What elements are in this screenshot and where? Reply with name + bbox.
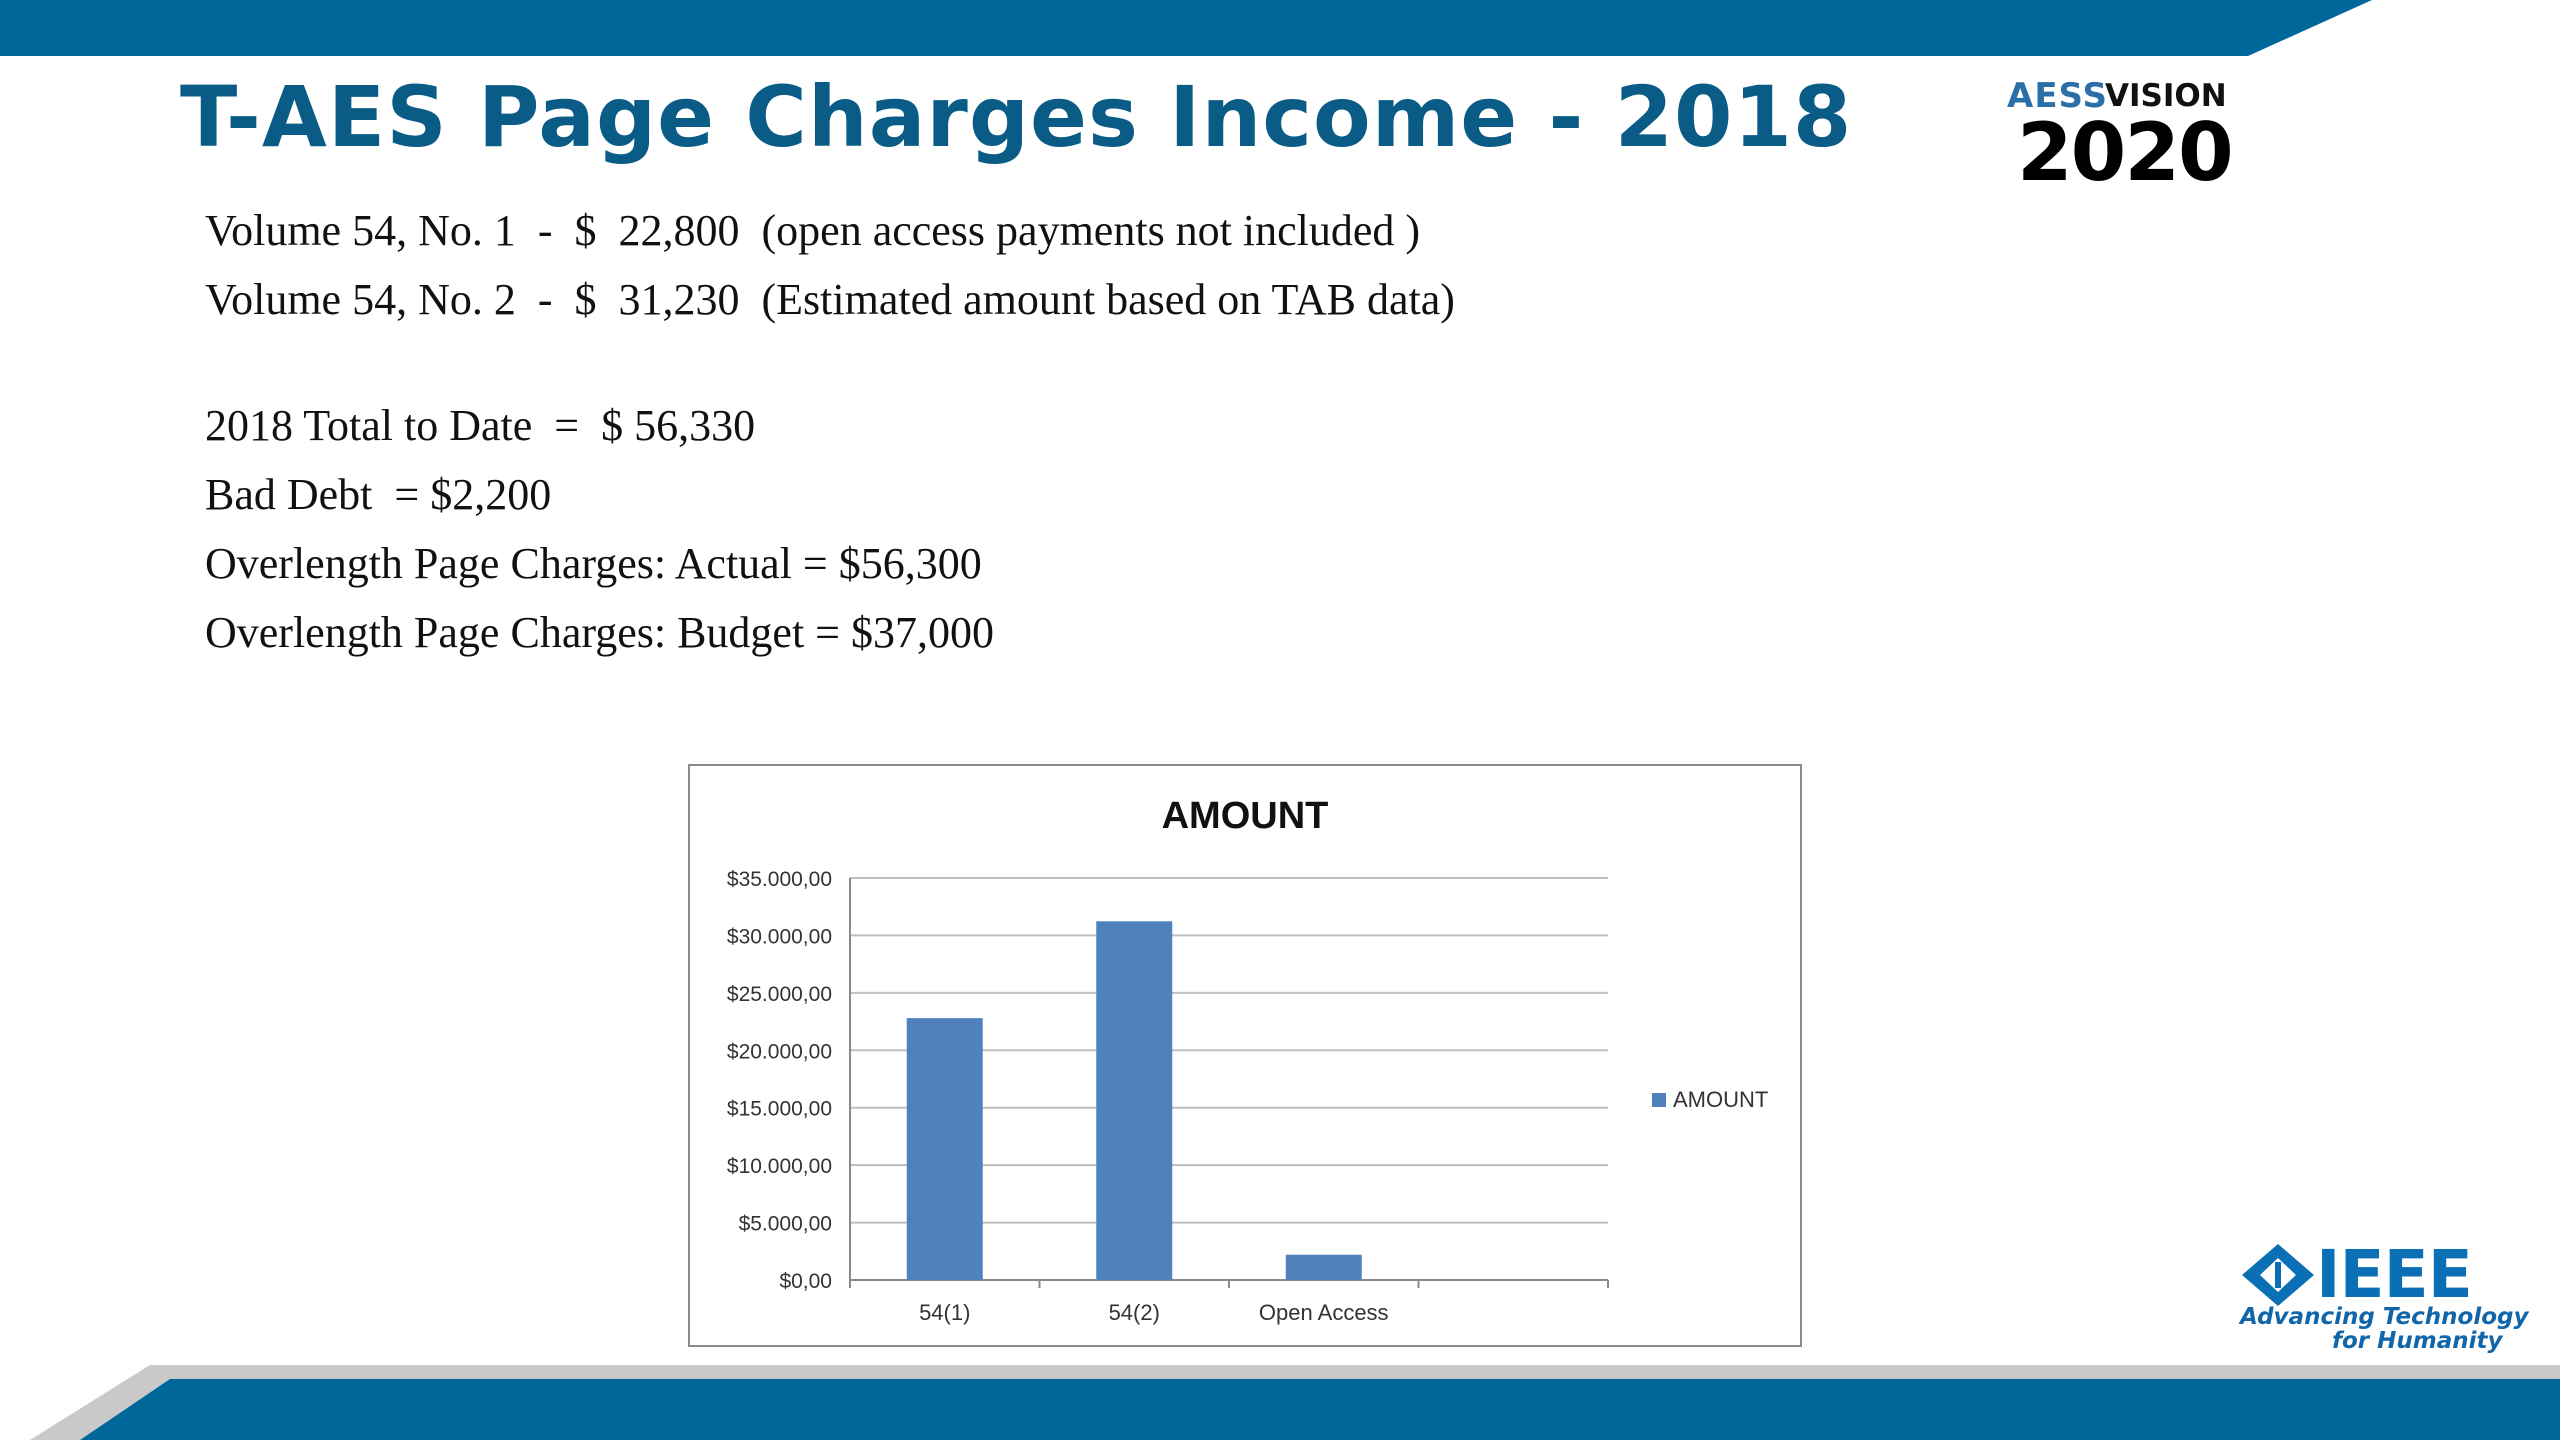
- y-tick-label: $25.000,00: [727, 983, 832, 1006]
- aess-vision-2020-logo: AESS VISION 2020: [2005, 68, 2235, 199]
- top-band: [0, 0, 2372, 56]
- slide-title: T-AES Page Charges Income - 2018: [180, 68, 1853, 166]
- overlength-budget-line: Overlength Page Charges: Budget = $37,00…: [205, 608, 994, 657]
- y-tick-label: $30.000,00: [727, 925, 832, 948]
- x-tick-label: 54(1): [919, 1300, 970, 1325]
- y-tick-label: $10.000,00: [727, 1155, 832, 1178]
- ieee-wordmark: IEEE: [2316, 1236, 2473, 1313]
- bottom-band-blue: [80, 1379, 2560, 1440]
- y-tick-label: $35.000,00: [727, 868, 832, 891]
- slide-body: Volume 54, No. 1 - $ 22,800 (open access…: [205, 196, 1455, 667]
- bar-open-access: [1285, 1254, 1362, 1280]
- y-tick-label: $15.000,00: [727, 1098, 832, 1121]
- x-tick-label: 54(2): [1109, 1300, 1160, 1325]
- bad-debt-line: Bad Debt = $2,200: [205, 470, 552, 519]
- ieee-diamond-icon: [2242, 1244, 2314, 1306]
- amount-chart: AMOUNT $0,00 $5.000,00 $10.000,00 $15.000,00…: [688, 764, 1802, 1347]
- vision-year: 2020: [2017, 106, 2234, 199]
- total-to-date-line: 2018 Total to Date = $ 56,330: [205, 401, 756, 450]
- x-tick-label: Open Access: [1259, 1300, 1389, 1325]
- y-tick-label: $5.000,00: [739, 1213, 832, 1236]
- volume-54-no2-line: Volume 54, No. 2 - $ 31,230 (Estimated a…: [205, 275, 1455, 324]
- ieee-tagline-2: for Humanity: [2332, 1328, 2503, 1354]
- volume-54-no1-line: Volume 54, No. 1 - $ 22,800 (open access…: [205, 206, 1421, 255]
- legend-label: AMOUNT: [1673, 1087, 1768, 1112]
- ieee-logo: IEEE Advancing Technology for Humanity: [2236, 1236, 2536, 1356]
- top-band-shape: [0, 0, 2372, 56]
- chart-canvas: AMOUNT $0,00 $5.000,00 $10.000,00 $15.000,00…: [727, 795, 1768, 1325]
- y-tick-label: $20.000,00: [727, 1040, 832, 1063]
- bar-54-1-: [906, 1018, 983, 1280]
- spacer: [205, 334, 1455, 391]
- bottom-band: [30, 1365, 2560, 1440]
- overlength-actual-line: Overlength Page Charges: Actual = $56,30…: [205, 539, 982, 588]
- vision-label: VISION: [2105, 78, 2227, 114]
- aess-mark: AESS: [2007, 76, 2108, 116]
- chart-title: AMOUNT: [1162, 795, 1329, 837]
- bar-54-2-: [1096, 921, 1173, 1280]
- y-tick-label: $0,00: [779, 1270, 832, 1293]
- legend-swatch: [1652, 1093, 1666, 1107]
- ieee-tagline-1: Advancing Technology: [2240, 1304, 2529, 1330]
